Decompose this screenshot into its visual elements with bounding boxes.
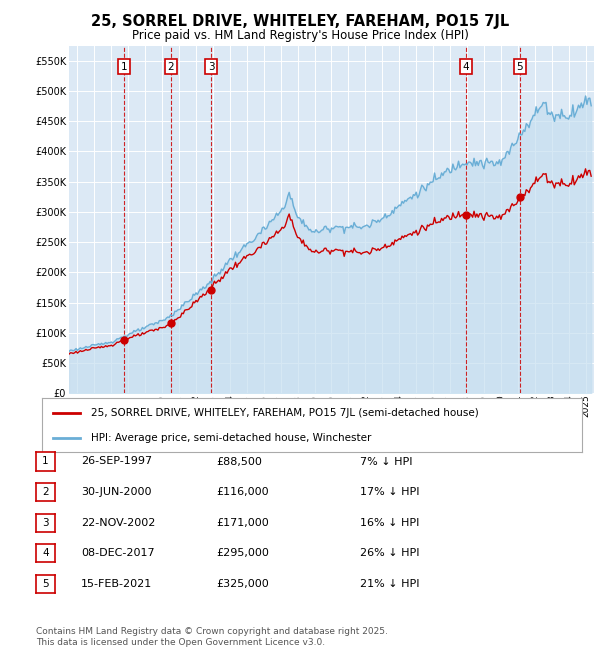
- Text: 15-FEB-2021: 15-FEB-2021: [81, 578, 152, 589]
- Text: Price paid vs. HM Land Registry's House Price Index (HPI): Price paid vs. HM Land Registry's House …: [131, 29, 469, 42]
- Text: 08-DEC-2017: 08-DEC-2017: [81, 548, 155, 558]
- Text: 1: 1: [42, 456, 49, 467]
- Text: 2: 2: [167, 62, 174, 72]
- Text: 5: 5: [517, 62, 523, 72]
- Text: HPI: Average price, semi-detached house, Winchester: HPI: Average price, semi-detached house,…: [91, 434, 371, 443]
- Text: 22-NOV-2002: 22-NOV-2002: [81, 517, 155, 528]
- Text: 4: 4: [463, 62, 469, 72]
- Text: £171,000: £171,000: [216, 517, 269, 528]
- Text: 25, SORREL DRIVE, WHITELEY, FAREHAM, PO15 7JL (semi-detached house): 25, SORREL DRIVE, WHITELEY, FAREHAM, PO1…: [91, 408, 478, 419]
- Text: 4: 4: [42, 548, 49, 558]
- Text: 17% ↓ HPI: 17% ↓ HPI: [360, 487, 419, 497]
- Text: 26% ↓ HPI: 26% ↓ HPI: [360, 548, 419, 558]
- Text: 3: 3: [42, 517, 49, 528]
- Text: £88,500: £88,500: [216, 456, 262, 467]
- Text: Contains HM Land Registry data © Crown copyright and database right 2025.
This d: Contains HM Land Registry data © Crown c…: [36, 627, 388, 647]
- Text: 1: 1: [121, 62, 127, 72]
- Text: 26-SEP-1997: 26-SEP-1997: [81, 456, 152, 467]
- Text: £116,000: £116,000: [216, 487, 269, 497]
- Text: 25, SORREL DRIVE, WHITELEY, FAREHAM, PO15 7JL: 25, SORREL DRIVE, WHITELEY, FAREHAM, PO1…: [91, 14, 509, 29]
- Text: 30-JUN-2000: 30-JUN-2000: [81, 487, 151, 497]
- Text: 3: 3: [208, 62, 214, 72]
- Text: 2: 2: [42, 487, 49, 497]
- Text: 7% ↓ HPI: 7% ↓ HPI: [360, 456, 413, 467]
- Text: 5: 5: [42, 578, 49, 589]
- Text: 16% ↓ HPI: 16% ↓ HPI: [360, 517, 419, 528]
- Text: £325,000: £325,000: [216, 578, 269, 589]
- Text: 21% ↓ HPI: 21% ↓ HPI: [360, 578, 419, 589]
- Text: £295,000: £295,000: [216, 548, 269, 558]
